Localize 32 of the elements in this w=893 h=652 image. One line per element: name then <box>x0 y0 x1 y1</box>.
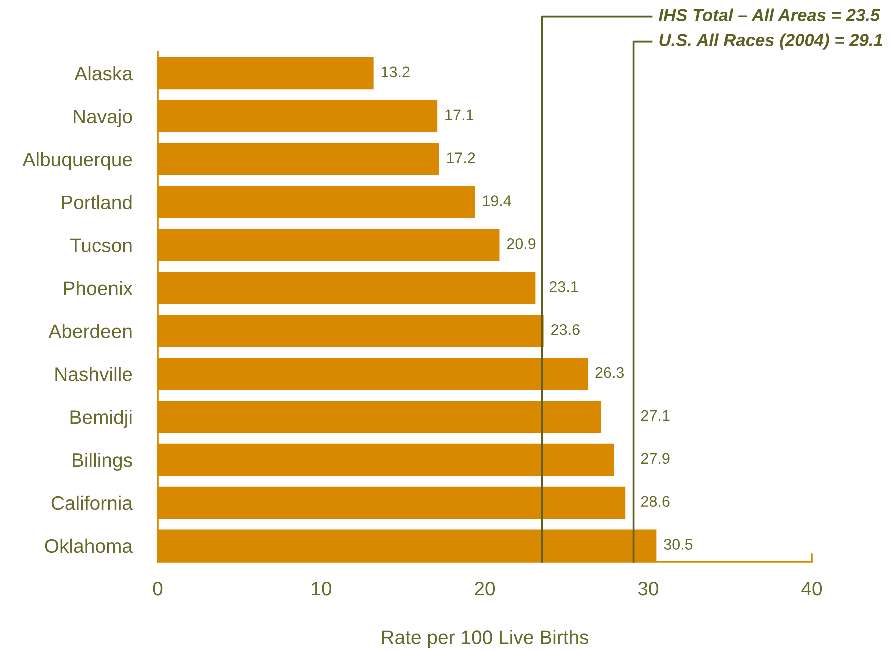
y-tick-label: California <box>52 496 134 510</box>
data-label: 20.9 <box>507 238 536 250</box>
y-tick-label: Phoenix <box>64 281 133 296</box>
data-label: 13.2 <box>382 66 410 78</box>
y-tick-label: Aberdeen <box>48 324 132 338</box>
data-label: 19.4 <box>483 196 512 206</box>
y-tick-label: Portland <box>62 195 132 210</box>
x-tick-label: 20 <box>475 582 496 596</box>
x-axis-title: Rate per 100 Live Births <box>382 630 589 648</box>
data-label: 28.6 <box>642 496 670 508</box>
ref-line-label: IHS Total – All Areas = 23.5 <box>659 8 880 22</box>
y-tick-label: Bemidji <box>70 410 132 428</box>
x-tick-label: 30 <box>638 582 659 596</box>
data-label: 27.9 <box>642 453 670 464</box>
x-tick-label: 0 <box>153 582 163 596</box>
x-tick-label: 10 <box>312 582 332 596</box>
y-tick-label: Oklahoma <box>45 538 134 554</box>
y-tick-label: Nashville <box>56 367 132 382</box>
y-tick-label: Tucson <box>70 238 132 252</box>
data-label: 17.1 <box>446 110 474 120</box>
y-tick-label: Billings <box>72 452 132 472</box>
y-tick-label: Albuquerque <box>22 152 132 170</box>
data-label: 17.2 <box>447 152 476 164</box>
ref-line-label: U.S. All Races (2004) = 29.1 <box>660 34 882 50</box>
data-label: 23.1 <box>550 281 578 292</box>
data-label: 27.1 <box>642 410 670 422</box>
data-label: 26.3 <box>596 367 624 378</box>
x-tick-label: 40 <box>802 582 822 596</box>
data-label: 23.6 <box>552 324 580 336</box>
y-tick-label: Navajo <box>74 109 132 128</box>
data-label: 30.5 <box>664 539 693 550</box>
y-tick-label: Alaska <box>74 66 133 81</box>
